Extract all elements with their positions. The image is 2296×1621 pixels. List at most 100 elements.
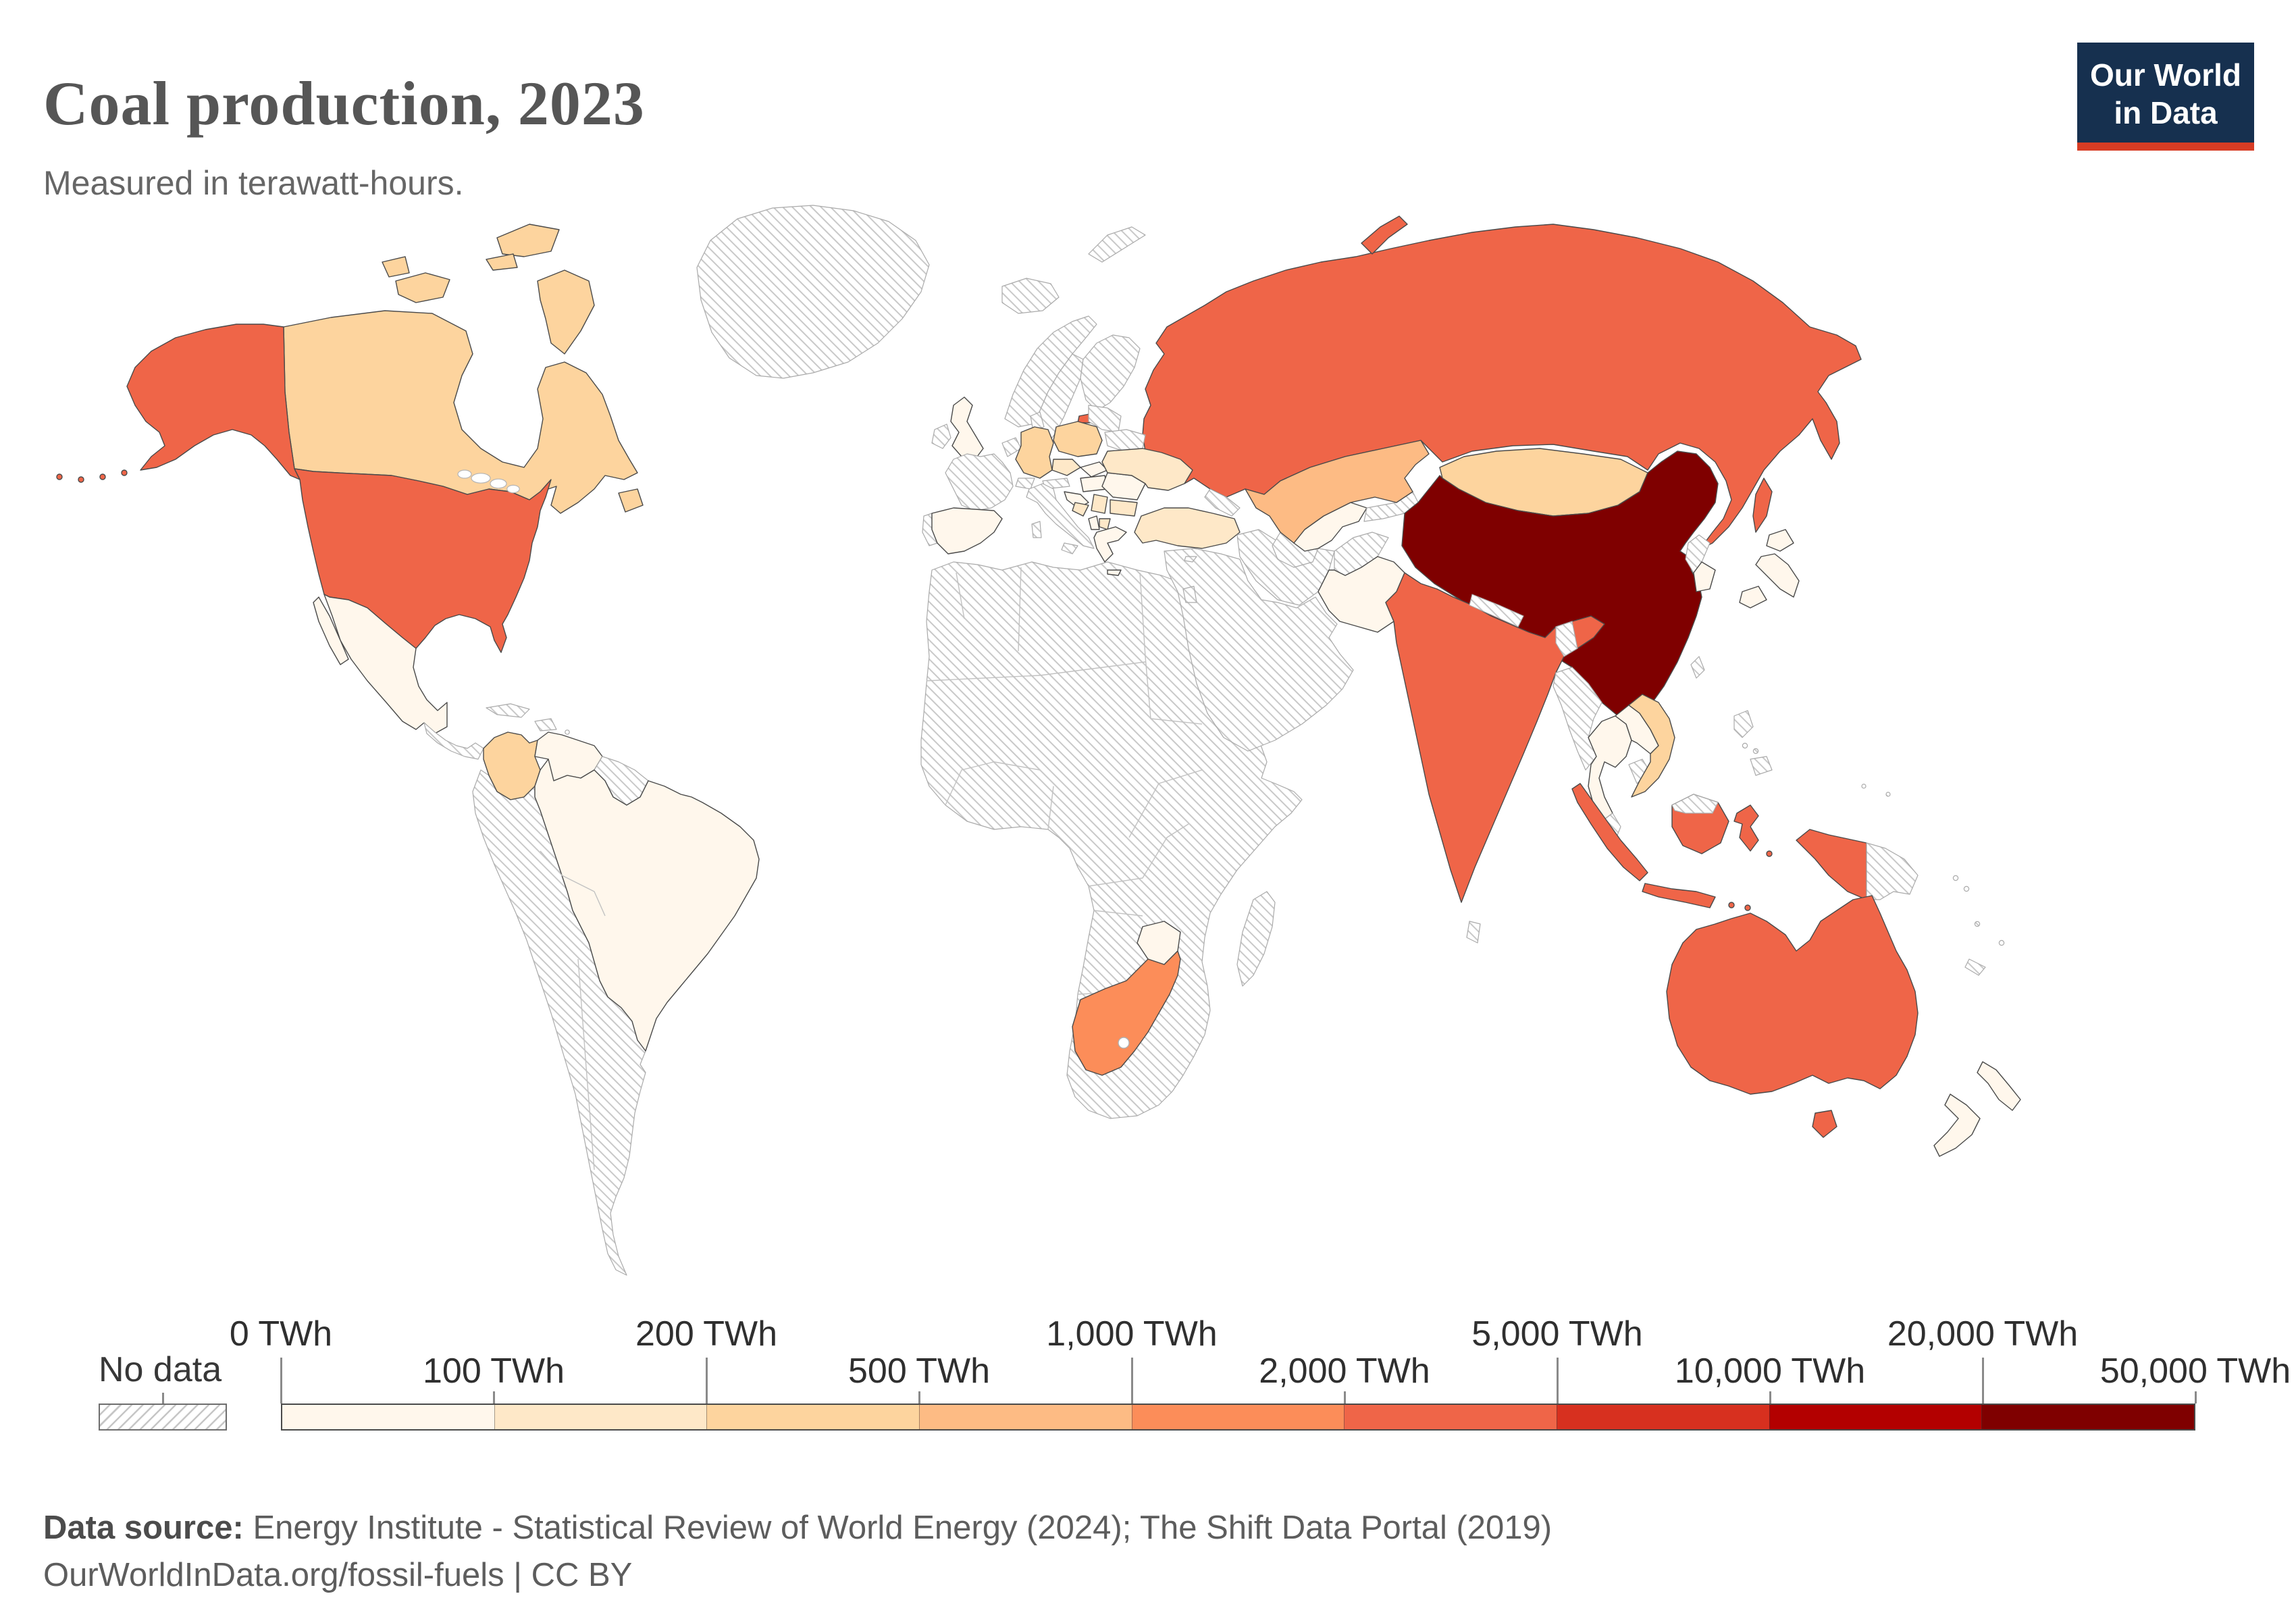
country-czechia[interactable] (1051, 459, 1081, 476)
country-canada-ellesmere[interactable] (496, 224, 560, 257)
country-usa-alaska[interactable] (126, 324, 301, 480)
country-philippines-mindanao[interactable] (1750, 756, 1773, 776)
legend-segment-0[interactable] (282, 1405, 494, 1429)
pacific-islet[interactable] (1885, 792, 1891, 797)
country-bangladesh[interactable] (1555, 621, 1578, 657)
country-south-africa[interactable] (1072, 950, 1181, 1076)
country-spain[interactable] (931, 507, 1003, 555)
indonesia-islet[interactable] (1766, 850, 1773, 857)
country-italy-sicily[interactable] (1061, 542, 1078, 555)
no-data-swatch[interactable] (99, 1404, 227, 1431)
legend-segment-3[interactable] (919, 1405, 1132, 1429)
legend-segment-7[interactable] (1769, 1405, 1982, 1429)
country-papua-new-guinea[interactable] (1866, 842, 1919, 900)
country-japan-honshu[interactable] (1755, 553, 1800, 598)
country-australia-tasmania[interactable] (1812, 1110, 1837, 1138)
country-ireland[interactable] (931, 423, 951, 449)
country-indonesia-java[interactable] (1642, 883, 1716, 908)
country-greenland[interactable] (696, 205, 930, 379)
island-new-caledonia[interactable] (1964, 958, 1986, 976)
country-belarus[interactable] (1104, 429, 1146, 452)
country-brazil[interactable] (534, 758, 760, 1052)
legend-segment-2[interactable] (706, 1405, 920, 1429)
country-canada-victoria-island[interactable] (395, 272, 450, 303)
country-greece[interactable] (1093, 526, 1127, 563)
legend-segment-4[interactable] (1131, 1405, 1345, 1429)
philippines-islet[interactable] (1742, 742, 1748, 749)
country-north-macedonia[interactable] (1099, 518, 1111, 530)
country-cuba[interactable] (486, 703, 530, 718)
country-mexico[interactable] (323, 594, 448, 734)
country-germany[interactable] (1015, 426, 1054, 479)
philippines-islet[interactable] (1752, 748, 1759, 754)
country-canada-baffin-island[interactable] (537, 269, 595, 355)
country-canada-banks[interactable] (382, 256, 410, 278)
country-denmark[interactable] (1030, 411, 1045, 432)
aleutian-islet[interactable] (99, 473, 106, 480)
caribbean-islet[interactable] (565, 729, 570, 735)
country-new-zealand-north[interactable] (1977, 1061, 2021, 1111)
legend-segment-6[interactable] (1557, 1405, 1769, 1429)
region-caucasus[interactable] (1204, 488, 1241, 517)
aleutian-islet[interactable] (121, 469, 128, 476)
footer-license-line[interactable]: OurWorldInData.org/fossil-fuels | CC BY (43, 1556, 633, 1593)
country-united-kingdom[interactable] (950, 396, 984, 460)
country-madagascar[interactable] (1236, 891, 1276, 987)
country-indonesia-sulawesi[interactable] (1733, 804, 1759, 852)
indonesia-islet[interactable] (1728, 902, 1735, 908)
country-italy[interactable] (1026, 483, 1095, 549)
country-canada-devon[interactable] (486, 253, 518, 271)
country-albania[interactable] (1088, 515, 1100, 530)
country-russia-sakhalin[interactable] (1752, 478, 1773, 533)
pacific-islet[interactable] (1998, 940, 2005, 946)
country-indonesia-sumatra[interactable] (1571, 783, 1648, 881)
region-sinai[interactable] (1182, 586, 1197, 603)
country-malaysia-borneo[interactable] (1671, 794, 1719, 814)
pacific-islet[interactable] (1963, 885, 1970, 892)
country-south-korea[interactable] (1693, 561, 1716, 592)
legend-segment-5[interactable] (1344, 1405, 1557, 1429)
country-mexico-baja[interactable] (313, 596, 349, 665)
country-indonesia-papua[interactable] (1796, 829, 1867, 900)
region-middle-east-no-data[interactable] (1164, 548, 1354, 752)
country-japan-hokkaido[interactable] (1766, 529, 1794, 552)
country-greece-crete[interactable] (1107, 569, 1122, 576)
country-finland[interactable] (1080, 334, 1141, 411)
country-nepal[interactable] (1469, 594, 1524, 627)
country-kazakhstan[interactable] (1245, 440, 1430, 544)
indonesia-islet[interactable] (1744, 904, 1751, 911)
country-india[interactable] (1385, 572, 1605, 903)
owid-logo[interactable]: Our World in Data (2077, 43, 2254, 151)
island-hispaniola[interactable] (534, 718, 557, 731)
aleutian-islet[interactable] (78, 476, 84, 483)
island-cyprus[interactable] (1184, 556, 1197, 563)
country-iceland[interactable] (1001, 278, 1060, 314)
world-choropleth-map[interactable] (0, 203, 2296, 1283)
country-new-zealand-south[interactable] (1933, 1093, 1981, 1157)
country-turkey[interactable] (1134, 507, 1241, 549)
country-serbia[interactable] (1091, 494, 1108, 514)
legend-segment-8[interactable] (1981, 1405, 2195, 1429)
aleutian-islet[interactable] (56, 473, 63, 480)
country-italy-sardinia[interactable] (1031, 521, 1042, 538)
pacific-islet[interactable] (1861, 783, 1867, 789)
country-vietnam[interactable] (1628, 694, 1675, 798)
country-ukraine[interactable] (1101, 448, 1193, 491)
country-france[interactable] (945, 453, 1014, 511)
country-canada-newfoundland[interactable] (618, 488, 644, 513)
pacific-islet[interactable] (1952, 875, 1959, 881)
country-poland[interactable] (1053, 421, 1103, 457)
country-bulgaria[interactable] (1110, 499, 1138, 517)
country-philippines-luzon[interactable] (1733, 710, 1754, 738)
country-australia[interactable] (1666, 895, 1919, 1095)
legend-color-bar[interactable] (281, 1404, 2195, 1431)
pacific-islet[interactable] (1974, 921, 1981, 927)
legend-segment-1[interactable] (494, 1405, 707, 1429)
country-japan-kyushu[interactable] (1739, 586, 1767, 609)
country-taiwan[interactable] (1690, 656, 1705, 679)
country-switzerland[interactable] (1015, 478, 1035, 490)
country-sri-lanka[interactable] (1466, 921, 1481, 944)
country-russia-novaya-zemlya[interactable] (1361, 215, 1408, 255)
region-svalbard[interactable] (1088, 226, 1146, 263)
country-bosnia[interactable] (1072, 502, 1089, 517)
